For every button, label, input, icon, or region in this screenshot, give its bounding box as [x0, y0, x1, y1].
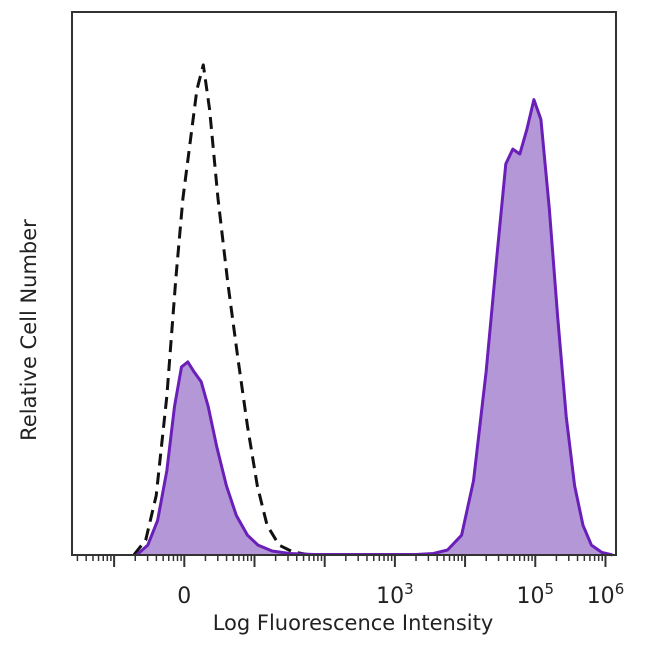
control-histogram-line — [132, 63, 311, 557]
x-tick-label: 106 — [587, 580, 625, 609]
x-axis-title: Log Fluorescence Intensity — [213, 611, 494, 635]
x-tick-label: 0 — [177, 584, 191, 609]
y-axis-title: Relative Cell Number — [17, 219, 41, 441]
labels-layer: Log Fluorescence Intensity Relative Cell… — [17, 219, 624, 635]
x-tick-label: 105 — [517, 580, 555, 609]
plot-frame — [71, 11, 617, 556]
series-layer — [132, 63, 613, 557]
x-tick-label: 103 — [376, 580, 414, 609]
stained-histogram-fill — [136, 99, 613, 555]
axes-layer — [71, 11, 617, 567]
